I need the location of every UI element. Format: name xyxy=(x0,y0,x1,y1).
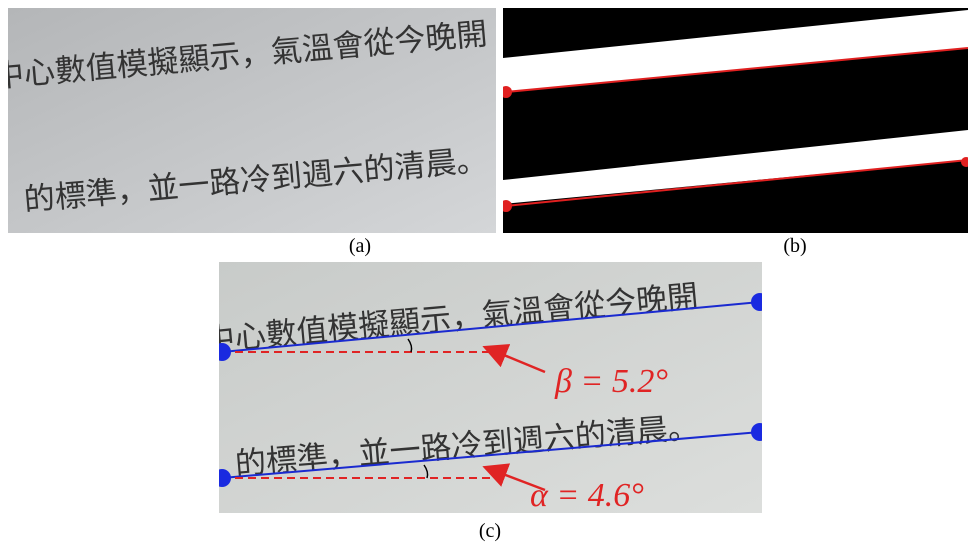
panel-label: (a) xyxy=(349,235,371,257)
figure: 中心數值模擬顯示，氣溫會從今晚開 」的標準，並一路冷到週六的清晨。 (a) (b… xyxy=(0,0,968,543)
angle-annotation: α = 4.6° xyxy=(530,477,644,514)
endpoint xyxy=(751,293,769,311)
endpoint xyxy=(213,343,231,361)
angle-annotation: β = 5.2° xyxy=(554,363,668,400)
panel-a: 中心數值模擬顯示，氣溫會從今晚開 」的標準，並一路冷到週六的清晨。 xyxy=(0,8,496,233)
panel-label: (c) xyxy=(479,520,501,542)
endpoint xyxy=(500,86,512,98)
endpoint xyxy=(500,200,512,212)
panel-label: (b) xyxy=(783,235,806,257)
panel-c: 中心數值模擬顯示，氣溫會從今晚開 」的標準，並一路冷到週六的清晨。 β = 5.… xyxy=(203,262,769,514)
endpoint xyxy=(751,423,769,441)
endpoint xyxy=(213,469,231,487)
panel-b xyxy=(500,8,968,233)
